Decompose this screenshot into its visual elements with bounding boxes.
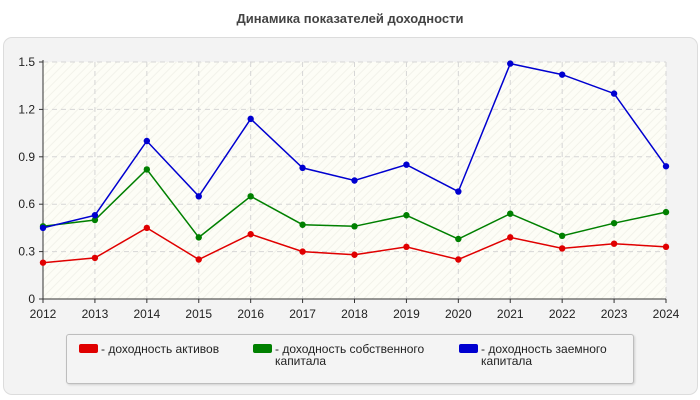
y-tick-label: 1.5 [18,55,35,69]
data-point [403,161,410,168]
x-tick-label: 2016 [237,307,264,321]
grid-lines [43,61,667,299]
legend-item-assets: - доходность активов [79,343,266,355]
data-point [299,248,306,255]
legend-item-debt: - доходность заемного капитала [459,343,646,367]
y-tick-label: 0 [28,292,35,306]
data-point [143,224,151,232]
data-point [143,166,151,173]
data-point [558,71,566,78]
x-tick-label: 2024 [653,307,680,321]
x-tick-labels: 2012 2013 2014 2015 2016 2017 2018 2019 2020 2021… [30,299,680,321]
legend-swatch-debt [459,344,478,353]
data-point [662,208,670,216]
y-tick-labels: 0 0.3 0.6 0.9 1.2 1.5 [18,55,43,306]
legend: - доходность активов - доходность собств… [66,334,634,384]
data-point [247,115,254,123]
x-tick-label: 2021 [497,307,524,321]
data-point [91,254,99,262]
data-point [455,256,462,263]
x-tick-label: 2012 [30,307,57,321]
legend-label-assets: - доходность активов [101,342,220,356]
series-2 [39,60,670,232]
data-point [351,223,358,230]
data-point [403,212,410,219]
y-tick-label: 1.2 [18,102,35,116]
data-point [39,259,47,266]
series-0 [39,224,670,266]
legend-label-debt: - доходность заемного капитала [481,342,607,368]
data-point [299,164,306,172]
data-point [143,137,151,145]
data-point [195,234,202,241]
x-tick-label: 2019 [393,307,420,321]
x-tick-label: 2014 [133,307,160,321]
legend-label-equity: - доходность собственного капитала [275,342,425,368]
data-point [610,90,618,97]
data-point [247,231,254,238]
x-tick-label: 2013 [82,307,109,321]
x-tick-label: 2017 [289,307,316,321]
data-point [403,243,410,251]
data-point [455,188,462,195]
x-tick-label: 2018 [341,307,368,321]
data-point [195,256,202,263]
data-point [610,240,618,247]
x-tick-label: 2022 [549,307,576,321]
y-tick-label: 0.3 [18,245,35,259]
data-point [299,221,306,228]
chart-title: Динамика показателей доходности [236,11,464,26]
y-tick-label: 0.6 [18,197,35,211]
data-point [662,163,670,170]
data-point [662,243,670,251]
data-point [558,245,566,252]
data-point [39,224,47,232]
data-point [247,193,254,200]
data-point [351,177,358,184]
data-point [91,216,99,224]
data-point [351,251,358,258]
data-point [507,234,514,241]
data-point [455,235,462,243]
y-tick-label: 0.9 [18,150,35,164]
data-point [195,193,202,200]
legend-item-equity: - доходность собственного капитала [253,343,440,367]
data-point [610,219,618,227]
data-point [507,210,514,217]
x-tick-label: 2020 [445,307,472,321]
series-group [39,60,670,266]
x-tick-label: 2023 [601,307,628,321]
data-point [507,60,514,67]
x-tick-label: 2015 [185,307,212,321]
legend-swatch-equity [253,344,272,353]
legend-swatch-assets [79,344,98,353]
data-point [91,212,99,219]
data-point [558,232,566,239]
